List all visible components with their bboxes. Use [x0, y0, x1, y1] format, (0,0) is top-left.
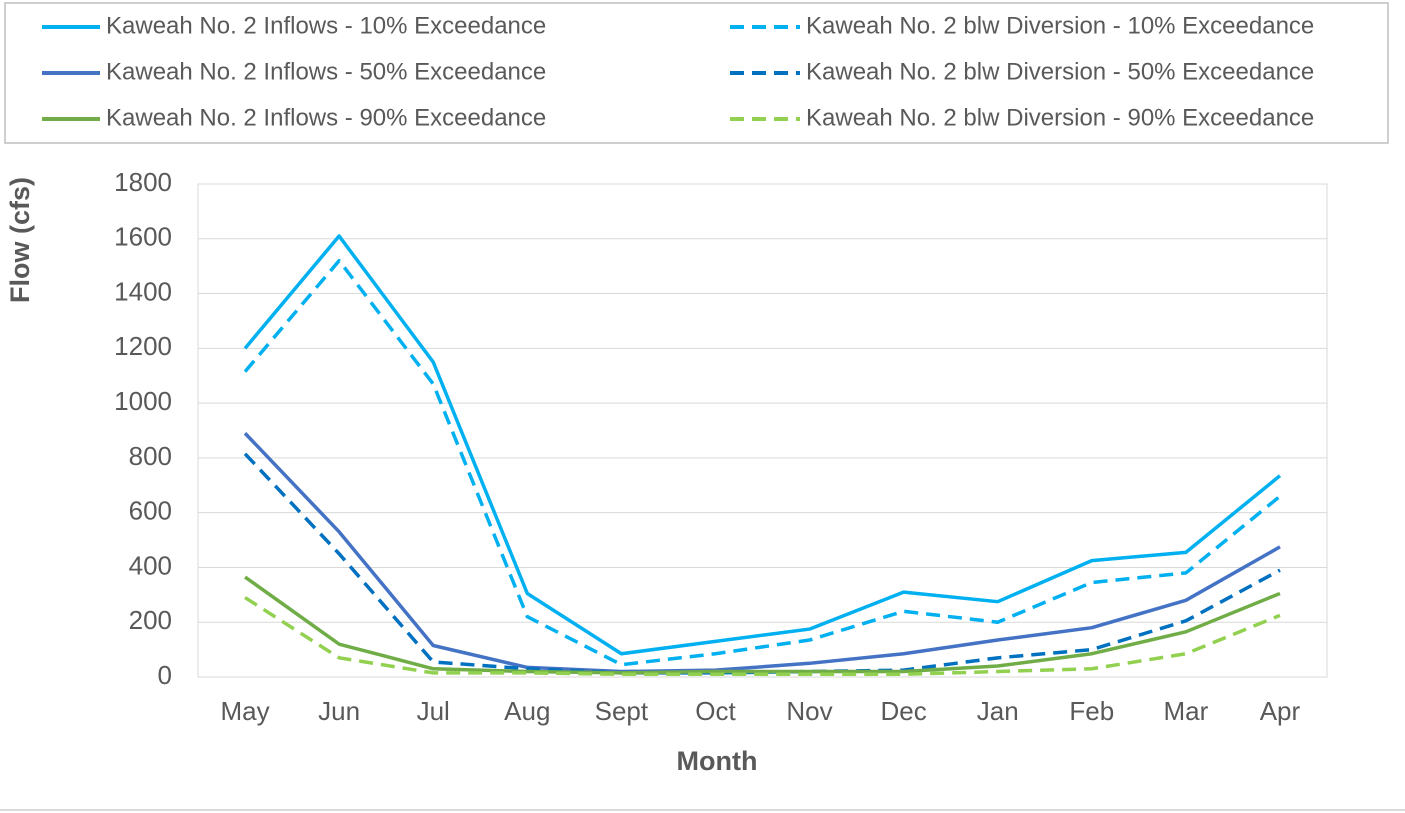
legend-label: Kaweah No. 2 blw Diversion - 90% Exceeda… [806, 104, 1314, 131]
x-tick-label: Jun [318, 696, 360, 726]
x-axis-title: Month [677, 746, 758, 776]
series-line [244, 596, 1281, 677]
x-tick-label: Sept [595, 696, 649, 726]
legend-label: Kaweah No. 2 Inflows - 10% Exceedance [106, 12, 546, 39]
y-tick-label: 1000 [114, 386, 172, 416]
series-line [244, 575, 1281, 675]
x-tick-label: Oct [695, 696, 736, 726]
x-tick-label: Jan [977, 696, 1019, 726]
legend-label: Kaweah No. 2 Inflows - 90% Exceedance [106, 104, 546, 131]
x-tick-label: Aug [504, 696, 550, 726]
x-tick-label: Mar [1163, 696, 1208, 726]
y-tick-label: 0 [158, 660, 172, 690]
series-line [243, 258, 1282, 667]
y-tick-label: 800 [129, 441, 172, 471]
x-tick-label: Feb [1069, 696, 1114, 726]
x-tick-label: Apr [1260, 696, 1301, 726]
x-tick-label: Jul [417, 696, 450, 726]
plot-frame [197, 183, 1328, 678]
y-tick-label: 1200 [114, 331, 172, 361]
x-tick-label: May [220, 696, 269, 726]
series-line [243, 452, 1281, 675]
legend-label: Kaweah No. 2 Inflows - 50% Exceedance [106, 58, 546, 85]
legend-label: Kaweah No. 2 blw Diversion - 10% Exceeda… [806, 12, 1314, 39]
y-tick-label: 1800 [114, 167, 172, 197]
y-tick-label: 1400 [114, 276, 172, 306]
y-tick-label: 1600 [114, 222, 172, 252]
x-tick-label: Nov [786, 696, 832, 726]
legend-box [4, 2, 1389, 144]
y-tick-label: 600 [129, 496, 172, 526]
y-axis-title: Flow (cfs) [5, 177, 35, 303]
series-line [243, 234, 1282, 656]
series-line [243, 432, 1281, 674]
legend-label: Kaweah No. 2 blw Diversion - 50% Exceeda… [806, 58, 1314, 85]
y-tick-label: 200 [129, 605, 172, 635]
x-tick-label: Dec [881, 696, 927, 726]
y-tick-label: 400 [129, 550, 172, 580]
